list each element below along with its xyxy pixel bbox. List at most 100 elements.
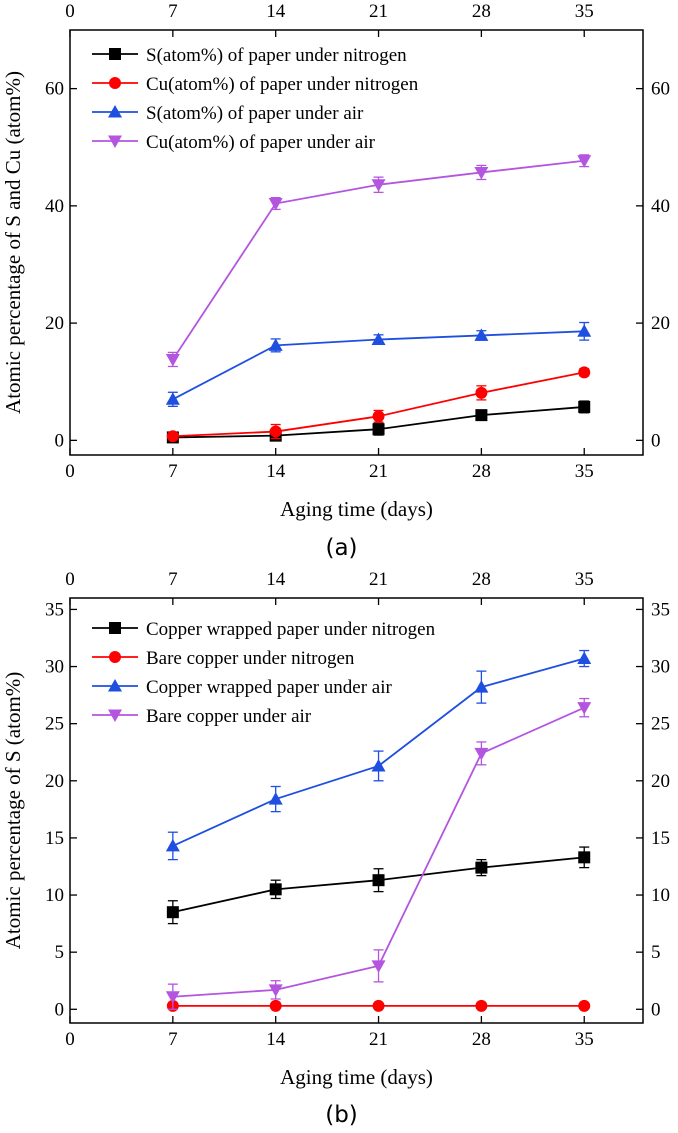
y-tick-label: 10 [45,885,64,906]
data-point [166,430,179,443]
data-point [577,651,592,665]
x-tick-label: 21 [369,461,388,482]
data-point [165,392,180,405]
plot-frame [69,29,644,456]
x-tick-label-top: 7 [168,569,178,590]
x-tick-label-top: 14 [266,1,286,22]
y-tick-label-right: 0 [651,430,661,451]
y-tick-label-right: 5 [651,942,661,963]
y-tick-label-right: 60 [651,79,670,100]
data-point [268,984,283,997]
series-4 [165,697,592,1010]
legend: S(atom%) of paper under nitrogen Cu(atom%… [92,45,419,153]
series-2 [166,366,591,443]
legend-label: Bare copper under nitrogen [146,648,355,669]
x-tick-label-top: 7 [168,1,178,22]
legend-label: Copper wrapped paper under nitrogen [146,619,436,640]
data-point [371,332,386,346]
data-point [474,747,489,761]
y-tick-label-right: 40 [651,196,670,217]
legend-marker [109,622,121,634]
x-tick-label-top: 35 [575,1,594,22]
x-axis-title: Aging time (days) [280,1065,433,1089]
data-point [475,386,488,399]
data-point [371,179,386,192]
data-point [474,166,489,180]
y-tick-label: 20 [45,771,64,792]
legend-label: Copper wrapped paper under air [146,677,393,698]
y-tick-label: 0 [55,430,65,451]
data-point [165,353,180,367]
legend-marker [109,651,121,663]
x-axis-title: Aging time (days) [280,497,433,521]
data-point [372,999,385,1012]
y-tick-label: 40 [45,196,64,217]
data-point [578,400,591,413]
y-tick-label: 0 [55,999,65,1020]
panel-caption: (b) [325,1102,358,1128]
x-tick-label-top: 28 [472,569,491,590]
series-2 [166,999,591,1012]
x-tick-label-top: 14 [266,569,286,590]
legend-marker [108,709,122,722]
y-tick-label: 25 [45,714,64,735]
y-tick-label: 15 [45,828,64,849]
y-tick-label-right: 20 [651,313,670,334]
legend-entry: Copper wrapped paper under nitrogen [92,619,436,640]
data-point [268,792,283,805]
legend-label: Cu(atom%) of paper under air [146,132,376,153]
x-tick-label: 35 [575,461,594,482]
data-point [577,702,592,715]
data-point [474,680,489,693]
data-point [578,999,591,1012]
data-point [165,838,180,852]
y-tick-label-right: 35 [651,599,670,620]
x-tick-label: 0 [65,461,75,482]
x-tick-label: 14 [266,461,286,482]
x-tick-label: 35 [575,1029,594,1050]
x-tick-label: 21 [369,1029,388,1050]
y-tick-label: 5 [55,942,65,963]
series-3 [165,649,592,861]
legend-label: Cu(atom%) of paper under nitrogen [146,74,419,95]
x-tick-label-top: 28 [472,1,491,22]
legend-label: S(atom%) of paper under nitrogen [146,45,407,66]
legend-entry: Cu(atom%) of paper under nitrogen [92,74,419,95]
y-tick-label: 60 [45,79,64,100]
data-point [269,425,282,438]
legend-marker [108,105,122,118]
y-tick-label: 35 [45,599,64,620]
data-point [372,874,385,887]
y-axis-title: Atomic percentage of S (atom%) [1,672,25,950]
legend-entry: Bare copper under nitrogen [92,648,355,669]
plot-frame [69,597,644,1024]
legend-label: S(atom%) of paper under air [146,103,364,124]
data-point [165,991,180,1004]
x-tick-label-top: 35 [575,569,594,590]
legend-label: Bare copper under air [146,706,312,727]
legend-entry: S(atom%) of paper under air [92,103,364,124]
x-tick-label-top: 0 [65,569,75,590]
y-tick-label-right: 30 [651,657,670,678]
x-tick-label-top: 21 [369,1,388,22]
data-point [268,338,283,351]
y-tick-label-right: 0 [651,999,661,1020]
legend-entry: S(atom%) of paper under nitrogen [92,45,407,66]
data-point [166,906,179,919]
data-point [371,758,386,772]
x-tick-label-top: 0 [65,1,75,22]
data-point [269,999,282,1012]
x-tick-label: 14 [266,1029,286,1050]
series-4 [165,154,592,368]
legend-marker [108,679,122,692]
legend-marker [109,77,121,89]
y-tick-label-right: 20 [651,771,670,792]
data-point [269,883,282,896]
data-point [475,409,488,422]
data-point [577,155,592,168]
data-point [372,410,385,423]
x-tick-label-top: 21 [369,569,388,590]
